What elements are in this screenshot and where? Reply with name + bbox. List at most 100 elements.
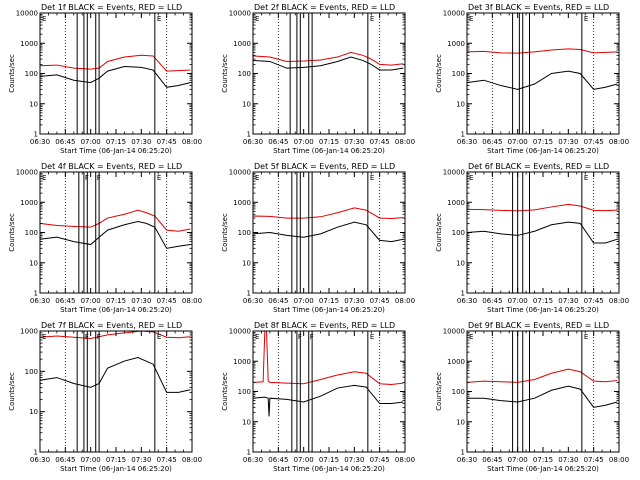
y-axis-label: Counts/sec [221, 372, 229, 411]
y-tick-label: 10000 [443, 169, 465, 177]
y-axis-label: Counts/sec [435, 213, 443, 252]
panel-title: Det 1f BLACK = Events, RED = LLD [41, 3, 182, 12]
segment-flag: E [157, 174, 161, 182]
x-axis-label: Start Time (06-Jan-14 06:25:20) [273, 306, 385, 314]
segment-flag: F [298, 333, 302, 341]
x-tick-label: 08:00 [182, 138, 202, 146]
y-tick-label: 1000 [447, 40, 465, 48]
segment-flag: E [469, 333, 473, 341]
y-tick-label: 1 [461, 131, 465, 139]
y-tick-label: 10 [242, 259, 251, 267]
x-tick-label: 07:30 [344, 138, 364, 146]
y-axis-label: Counts/sec [8, 54, 16, 93]
segment-flag: E [157, 333, 161, 341]
segment-flag: F [85, 174, 89, 182]
y-axis-label: Counts/sec [221, 213, 229, 252]
x-tick-label: 07:15 [533, 138, 553, 146]
events-series-line [252, 384, 404, 417]
lld-series-line [466, 368, 618, 383]
panel-title: Det 8f BLACK = Events, RED = LLD [254, 321, 395, 330]
panel-title: Det 3f BLACK = Events, RED = LLD [468, 3, 609, 12]
y-tick-label: 10000 [229, 10, 251, 18]
panel-9: Det 9f BLACK = Events, RED = LLD E E 1 10 100… [435, 321, 629, 473]
events-series-line [252, 56, 404, 71]
panel-title: Det 4f BLACK = Events, RED = LLD [41, 162, 182, 171]
y-tick-label: 10000 [229, 169, 251, 177]
x-axis-label: Start Time (06-Jan-14 06:25:20) [273, 465, 385, 473]
x-tick-label: 06:45 [482, 297, 502, 305]
x-tick-label: 07:45 [584, 297, 604, 305]
x-tick-label: 06:45 [482, 456, 502, 464]
x-tick-label: 06:30 [30, 456, 50, 464]
y-tick-label: 100 [25, 70, 38, 78]
x-tick-label: 07:00 [81, 456, 101, 464]
y-axis-label: Counts/sec [435, 54, 443, 93]
x-tick-label: 07:00 [81, 297, 101, 305]
lld-series-line [252, 207, 404, 220]
panel-8: Det 8f BLACK = Events, RED = LLD E F F E 1 10 1… [221, 321, 415, 473]
x-tick-label: 07:15 [106, 138, 126, 146]
x-tick-label: 07:00 [508, 456, 528, 464]
x-tick-label: 07:30 [344, 456, 364, 464]
y-tick-label: 10 [242, 418, 251, 426]
x-tick-label: 07:00 [294, 297, 314, 305]
segment-flag: E [370, 15, 374, 23]
y-tick-label: 1000 [233, 358, 251, 366]
lld-series-line [252, 330, 404, 386]
y-tick-label: 1 [461, 449, 465, 457]
y-tick-label: 100 [238, 70, 251, 78]
x-tick-label: 07:45 [370, 456, 390, 464]
x-tick-label: 08:00 [609, 138, 629, 146]
x-tick-label: 07:45 [370, 138, 390, 146]
segment-flag: E [584, 174, 588, 182]
x-tick-label: 06:30 [30, 138, 50, 146]
x-axis-label: Start Time (06-Jan-14 06:25:20) [60, 147, 172, 155]
x-tick-label: 06:30 [457, 138, 477, 146]
x-tick-label: 06:45 [268, 297, 288, 305]
x-tick-label: 06:30 [243, 297, 263, 305]
segment-flag: E [584, 15, 588, 23]
events-series-line [467, 385, 618, 408]
segment-flag: E [255, 174, 259, 182]
segment-flag: E [157, 15, 161, 23]
panel-1: Det 1f BLACK = Events, RED = LLD E E 1 10 100… [8, 3, 202, 155]
y-tick-label: 1 [34, 290, 38, 298]
x-tick-label: 06:45 [55, 138, 75, 146]
x-axis-label: Start Time (06-Jan-14 06:25:20) [273, 147, 385, 155]
lld-series-line [252, 51, 404, 66]
segment-flag: E [42, 15, 46, 23]
panel-title: Det 9f BLACK = Events, RED = LLD [468, 321, 609, 330]
y-tick-label: 10000 [16, 10, 38, 18]
events-series-line [252, 221, 404, 243]
segment-flag: E [584, 333, 588, 341]
x-tick-label: 06:45 [55, 456, 75, 464]
events-series-line [39, 66, 191, 88]
x-axis-label: Start Time (06-Jan-14 06:25:20) [487, 306, 599, 314]
plot-frame [252, 171, 406, 294]
segment-flag: E [469, 174, 473, 182]
x-tick-label: 07:30 [344, 297, 364, 305]
panel-title: Det 7f BLACK = Events, RED = LLD [41, 321, 182, 330]
x-tick-label: 06:45 [482, 138, 502, 146]
segment-flag: E [469, 15, 473, 23]
y-axis-label: Counts/sec [8, 213, 16, 252]
x-tick-label: 06:45 [55, 297, 75, 305]
x-tick-label: 07:00 [508, 297, 528, 305]
plot-frame [252, 12, 406, 135]
y-tick-label: 1 [34, 131, 38, 139]
events-series-line [39, 221, 191, 249]
x-tick-label: 08:00 [182, 456, 202, 464]
x-tick-label: 07:15 [533, 297, 553, 305]
plot-frame [466, 330, 620, 453]
y-axis-label: Counts/sec [8, 372, 16, 411]
plot-frame [252, 330, 406, 453]
x-tick-label: 07:30 [558, 297, 578, 305]
x-tick-label: 07:45 [584, 456, 604, 464]
x-tick-label: 07:15 [319, 456, 339, 464]
y-axis-label: Counts/sec [221, 54, 229, 93]
y-tick-label: 100 [25, 368, 38, 376]
x-tick-label: 07:30 [131, 456, 151, 464]
y-tick-label: 1000 [233, 199, 251, 207]
y-tick-label: 10000 [443, 10, 465, 18]
y-tick-label: 10000 [229, 328, 251, 336]
